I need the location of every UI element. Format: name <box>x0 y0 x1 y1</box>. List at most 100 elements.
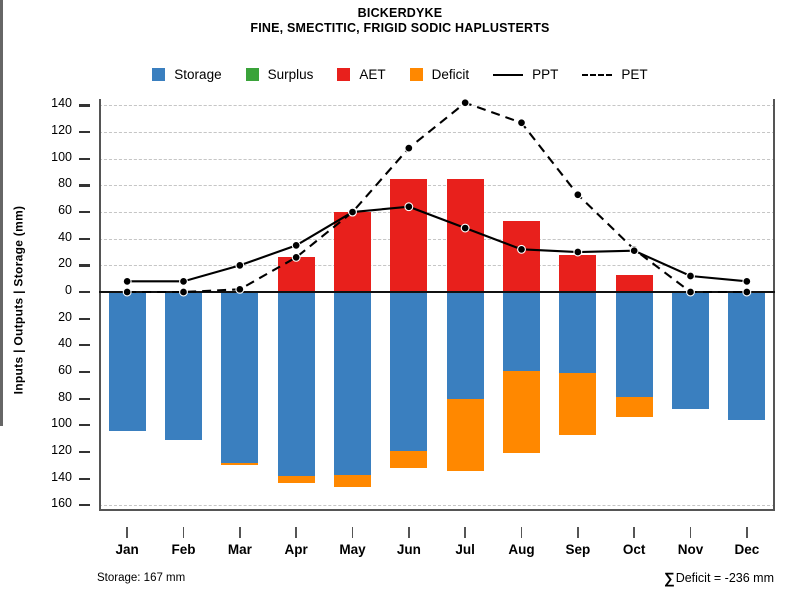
legend-item-surplus[interactable]: Surplus <box>245 67 314 82</box>
legend-label: Deficit <box>431 67 470 82</box>
ppt-point <box>629 246 639 256</box>
bar-aet <box>390 178 428 292</box>
y-axis-label-text: Inputs | Outputs | Storage (mm) <box>11 205 25 395</box>
bar-deficit <box>615 397 653 418</box>
legend-swatch-icon <box>409 68 423 81</box>
bar-storage <box>277 292 315 476</box>
legend-label: PET <box>621 67 648 82</box>
x-axis-label-jun: Jun <box>396 542 421 557</box>
pet-point <box>686 287 695 297</box>
y-tick <box>79 370 90 374</box>
legend-swatch-icon <box>152 68 166 81</box>
x-axis-ticks <box>99 527 775 539</box>
bar-storage <box>502 292 541 371</box>
x-tick <box>295 527 298 538</box>
plot-frame-bottom <box>99 509 775 511</box>
bar-storage <box>446 292 484 399</box>
bar-aet <box>559 254 597 292</box>
y-tick-label: 140 <box>51 96 72 111</box>
bar-deficit <box>333 474 372 487</box>
y-tick <box>79 397 90 400</box>
bar-aet <box>333 212 372 292</box>
x-axis-label-may: May <box>339 542 366 557</box>
legend-item-aet[interactable]: AET <box>337 67 386 82</box>
ppt-point <box>742 276 752 286</box>
ppt-point <box>460 223 470 233</box>
x-tick <box>633 527 636 538</box>
legend-item-pet[interactable]: PET <box>582 67 648 82</box>
legend-swatch-icon <box>337 68 351 81</box>
y-tick-label: 80 <box>58 176 72 191</box>
plot-frame-left <box>99 99 101 511</box>
legend-item-ppt[interactable]: PPT <box>493 67 558 82</box>
x-axis-label-nov: Nov <box>677 542 704 557</box>
ppt-point <box>179 276 188 286</box>
y-tick <box>79 157 90 160</box>
ppt-point <box>517 244 526 254</box>
ppt-point <box>235 260 245 270</box>
y-tick <box>79 184 90 187</box>
ppt-point <box>686 271 695 281</box>
pet-point <box>179 287 188 297</box>
y-tick <box>79 237 90 240</box>
bar-storage <box>164 292 203 440</box>
y-tick <box>79 450 90 454</box>
deficit-footnote-text: Deficit = -236 mm <box>675 571 774 585</box>
x-tick <box>238 527 241 538</box>
x-axis-label-dec: Dec <box>734 542 760 557</box>
bar-aet <box>615 274 653 292</box>
page-subtitle: FINE, SMECTITIC, FRIGID SODIC HAPLUSTERT… <box>250 21 550 35</box>
y-tick <box>79 264 90 267</box>
legend-label: Surplus <box>267 67 314 82</box>
x-tick <box>520 527 523 538</box>
legend-item-storage[interactable]: Storage <box>152 67 222 82</box>
bar-aet <box>502 221 541 292</box>
bar-aet <box>446 178 484 292</box>
pet-point <box>573 190 583 200</box>
ppt-point <box>122 276 132 286</box>
pet-point <box>235 284 245 294</box>
y-tick-label: 40 <box>58 336 72 351</box>
bar-storage <box>728 292 766 420</box>
pet-point <box>404 143 414 153</box>
bar-storage <box>559 292 597 374</box>
y-tick-label: 120 <box>51 442 72 457</box>
y-tick <box>79 211 90 214</box>
plot-area <box>99 98 775 511</box>
y-tick <box>79 344 90 347</box>
bar-layer <box>99 99 775 511</box>
legend-label: AET <box>359 67 386 82</box>
x-axis-label-sep: Sep <box>565 542 591 557</box>
gridline <box>99 105 775 107</box>
bar-storage <box>333 292 372 475</box>
chart-title-block: BICKERDYKE FINE, SMECTITIC, FRIGID SODIC… <box>0 6 800 36</box>
legend-label: PPT <box>532 67 559 82</box>
legend-item-deficit[interactable]: Deficit <box>409 67 470 82</box>
y-tick <box>79 131 90 134</box>
x-tick <box>351 527 354 538</box>
y-tick <box>79 424 90 427</box>
x-axis-label-jul: Jul <box>455 542 475 557</box>
y-tick-label: 60 <box>58 362 72 377</box>
y-axis-line <box>0 0 3 426</box>
zero-line <box>99 291 775 293</box>
gridlines <box>99 99 775 511</box>
gridline <box>99 185 775 187</box>
x-axis-label-aug: Aug <box>508 542 535 557</box>
ppt-point <box>573 247 583 257</box>
gridline <box>99 238 775 240</box>
ppt-point <box>404 202 414 212</box>
solid-line-icon <box>493 73 524 76</box>
pet-point <box>291 252 301 262</box>
sigma-icon: ∑ <box>664 570 675 587</box>
bar-deficit <box>277 475 315 483</box>
y-tick-label: 0 <box>65 283 72 297</box>
page-title: BICKERDYKE <box>357 6 443 20</box>
y-tick-label: 20 <box>58 256 72 271</box>
gridline <box>99 132 775 134</box>
y-tick-label: 80 <box>58 389 72 404</box>
x-tick <box>182 527 185 538</box>
bar-storage <box>390 292 428 451</box>
y-tick <box>79 504 90 507</box>
